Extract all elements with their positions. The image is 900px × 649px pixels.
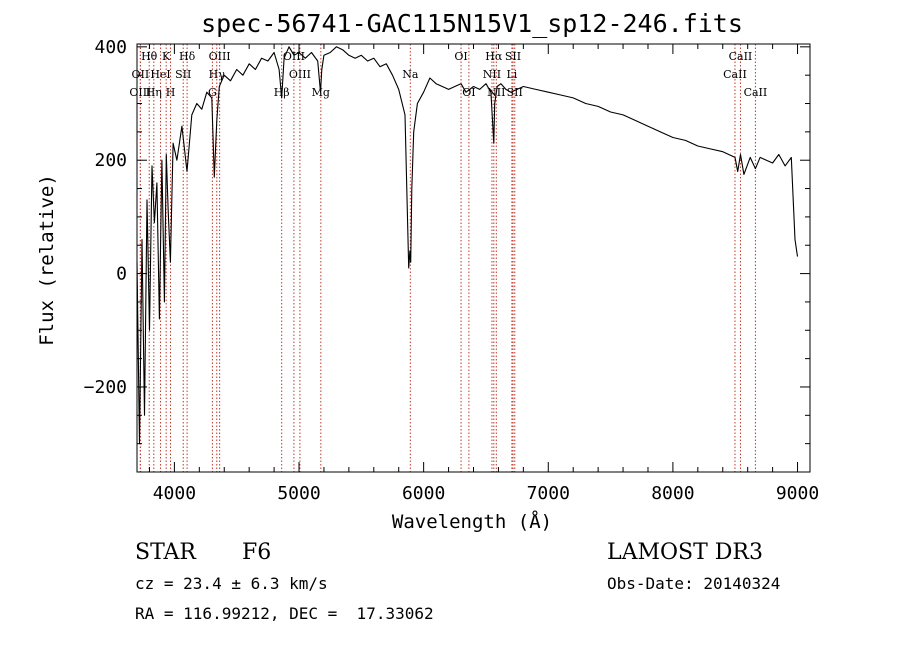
spectral-line-label: Hη [146, 86, 162, 99]
spectral-line-label: SII [505, 50, 521, 63]
spectral-line-label: G [208, 86, 217, 99]
spectral-line-label: SII [175, 68, 191, 81]
spectral-line-label: OIII [289, 68, 311, 81]
x-tick-label: 7000 [527, 483, 570, 504]
spectral-line-label: Hα [485, 50, 503, 63]
spectral-line-label: SII [507, 86, 523, 99]
spectral-line-label: K [162, 50, 171, 63]
spectral-line-label: NII [483, 68, 501, 81]
spectral-line-label: CaII [744, 86, 768, 99]
x-axis-label: Wavelength (Å) [392, 510, 552, 533]
plot-frame [136, 43, 811, 473]
spectral-line-label: OIII [129, 86, 151, 99]
spectral-line-label: H [166, 86, 176, 99]
flux-series-line [136, 46, 799, 445]
spectral-line-label: OI [462, 86, 475, 99]
object-subclass: F6 [242, 540, 272, 565]
chart-title: spec-56741-GAC115N15V1_sp12-246.fits [201, 9, 743, 38]
spectrum-chart: spec-56741-GAC115N15V1_sp12-246.fits Hθ K… [36, 9, 819, 533]
x-tick-label: 8000 [651, 483, 694, 504]
spectral-line-label: Li [506, 68, 517, 81]
spectral-line-label: OII [132, 68, 150, 81]
spectral-line-label: Hδ [179, 50, 196, 63]
y-tick-label: 200 [94, 150, 127, 171]
y-axis-ticks: −200 0 200 400 [84, 37, 810, 445]
spectral-line-label: CaII [723, 68, 747, 81]
x-axis-ticks: 4000 5000 6000 7000 8000 9000 [148, 44, 819, 504]
x-tick-label: 9000 [776, 483, 819, 504]
x-tick-label: 5000 [277, 483, 320, 504]
coordinates: RA = 116.99212, DEC = 17.33062 [135, 604, 434, 623]
spectral-line-label: CaII [729, 50, 753, 63]
x-tick-label: 4000 [153, 483, 196, 504]
y-axis-label: Flux (relative) [36, 174, 58, 346]
y-tick-label: 0 [116, 264, 127, 285]
redshift-value: cz = 23.4 ± 6.3 km/s [135, 574, 328, 593]
spectral-line-label: Na [402, 68, 419, 81]
y-tick-label: 400 [94, 37, 127, 58]
spectral-line-markers [139, 44, 756, 472]
spectral-line-label: OIII [283, 50, 305, 63]
y-tick-label: −200 [84, 377, 127, 398]
spectral-line-label: HeI [150, 68, 170, 81]
object-class: STAR [135, 540, 196, 565]
spectral-line-label: OIII [209, 50, 231, 63]
spectral-line-label: Hγ [209, 68, 226, 81]
observation-date: Obs-Date: 20140324 [607, 574, 781, 593]
survey-name: LAMOST DR3 [607, 540, 763, 565]
spectral-line-label: Hθ [141, 50, 158, 63]
spectral-line-label: OI [454, 50, 467, 63]
x-tick-label: 6000 [402, 483, 445, 504]
